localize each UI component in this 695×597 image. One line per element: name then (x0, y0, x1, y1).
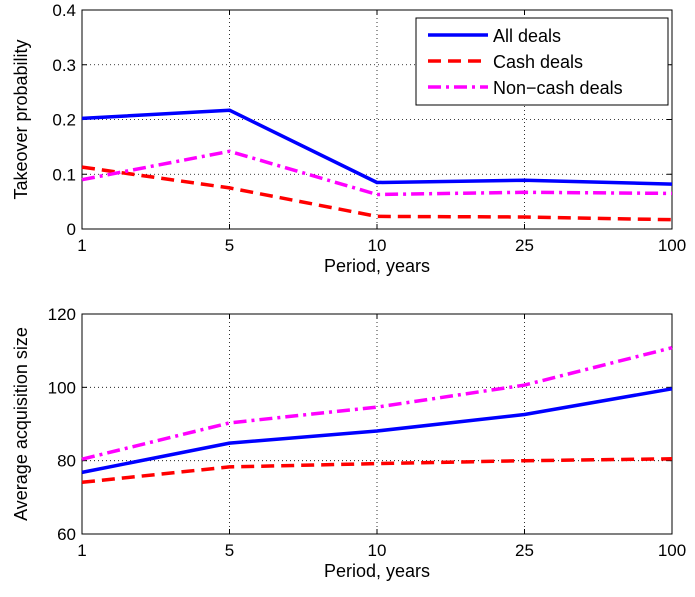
legend-label: Cash deals (493, 52, 583, 72)
chart-0-series-line-2 (81, 149, 673, 197)
legend-label: All deals (493, 26, 561, 46)
chart-1-x-tick-label: 5 (225, 541, 234, 560)
chart-1-y-tick-label: 80 (57, 452, 76, 471)
chart-1-x-axis-title: Period, years (324, 561, 430, 581)
chart-0-x-tick-label: 10 (368, 236, 387, 255)
top-chart-takeover-probability: 1 5 10 25 100 0 0.1 0.2 0.3 0.4 Period, years Takeo… (11, 1, 686, 276)
chart-1-series-line-1 (81, 457, 673, 485)
chart-1-x-tick-label: 100 (658, 541, 686, 560)
chart-1-y-tick-label: 60 (57, 525, 76, 544)
chart-0-y-axis-title: Takeover probability (11, 39, 31, 199)
chart-0-x-axis-title: Period, years (324, 256, 430, 276)
chart-0-series-line-0 (81, 108, 673, 186)
chart-0-y-tick-label: 0 (67, 220, 76, 239)
chart-1-x-tick-label: 10 (368, 541, 387, 560)
chart-0-y-tick-label: 0.2 (52, 111, 76, 130)
legend-label: Non−cash deals (493, 78, 623, 98)
chart-0-x-tick-label: 100 (658, 236, 686, 255)
chart-1-x-tick-label: 25 (515, 541, 534, 560)
chart-1-y-tick-label: 120 (48, 305, 76, 324)
chart-1-series-line-0 (81, 387, 673, 475)
bottom-chart-average-acquisition-size: 1 5 10 25 100 60 80 100 120 Period, years Average … (11, 305, 686, 581)
chart-1-series-line-2 (81, 346, 673, 461)
chart-0-y-tick-label: 0.3 (52, 56, 76, 75)
chart-1-y-axis-title: Average acquisition size (11, 327, 31, 521)
chart-0-legend: All deals Cash deals Non−cash deals (415, 17, 669, 106)
chart-0-x-tick-label: 1 (77, 236, 86, 255)
chart-0-y-tick-label: 0.1 (52, 165, 76, 184)
chart-0-x-tick-label: 25 (515, 236, 534, 255)
chart-1-x-tick-label: 1 (77, 541, 86, 560)
chart-1-y-tick-label: 100 (48, 378, 76, 397)
chart-0-x-tick-label: 5 (225, 236, 234, 255)
chart-0-y-tick-label: 0.4 (52, 1, 76, 20)
